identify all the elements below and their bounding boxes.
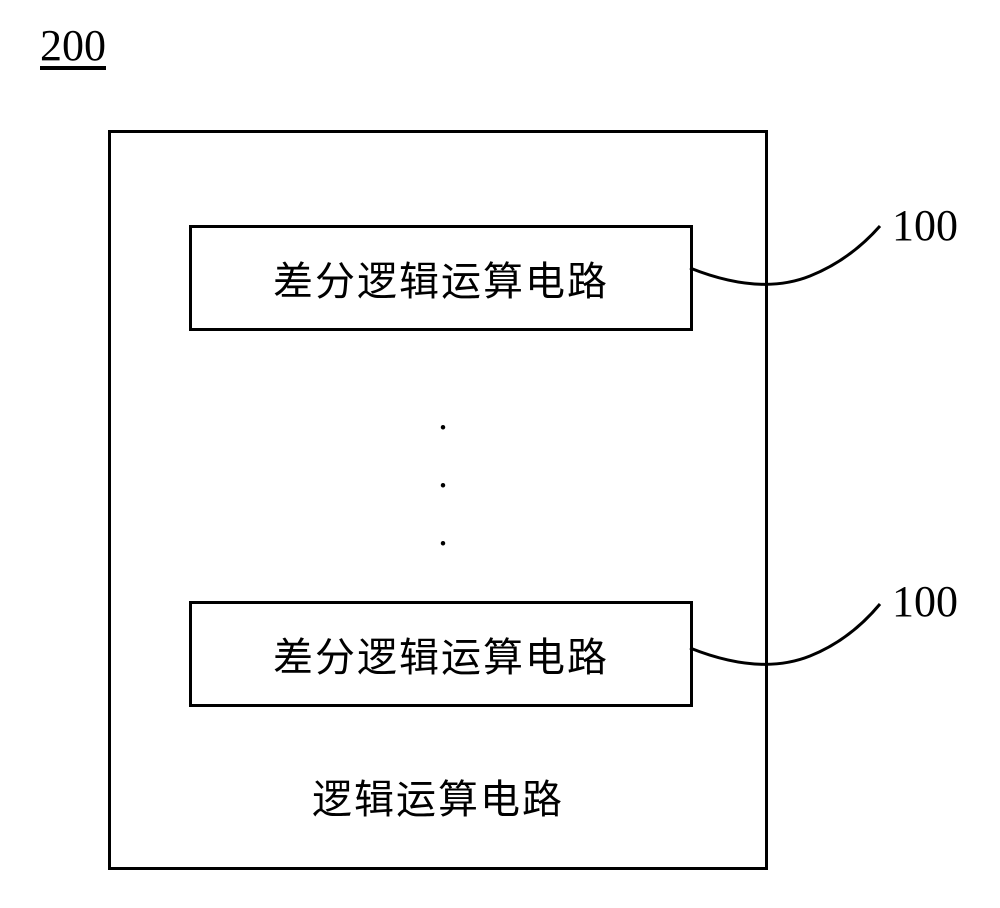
dot: .: [433, 519, 453, 547]
dot: .: [433, 403, 453, 431]
ref-number-2: 100: [892, 576, 958, 627]
outer-box-label: 逻辑运算电路: [111, 767, 765, 825]
inner-box-diff-logic-2: 差分逻辑运算电路: [189, 601, 693, 707]
inner-box-diff-logic-1: 差分逻辑运算电路: [189, 225, 693, 331]
ref-number-1: 100: [892, 200, 958, 251]
outer-box-logic-circuit: 差分逻辑运算电路 . . . 差分逻辑运算电路 逻辑运算电路: [108, 130, 768, 870]
vertical-ellipsis: . . .: [433, 403, 453, 547]
inner-box-label-1: 差分逻辑运算电路: [273, 249, 609, 307]
figure-number: 200: [40, 20, 106, 71]
inner-box-label-2: 差分逻辑运算电路: [273, 625, 609, 683]
dot: .: [433, 461, 453, 489]
